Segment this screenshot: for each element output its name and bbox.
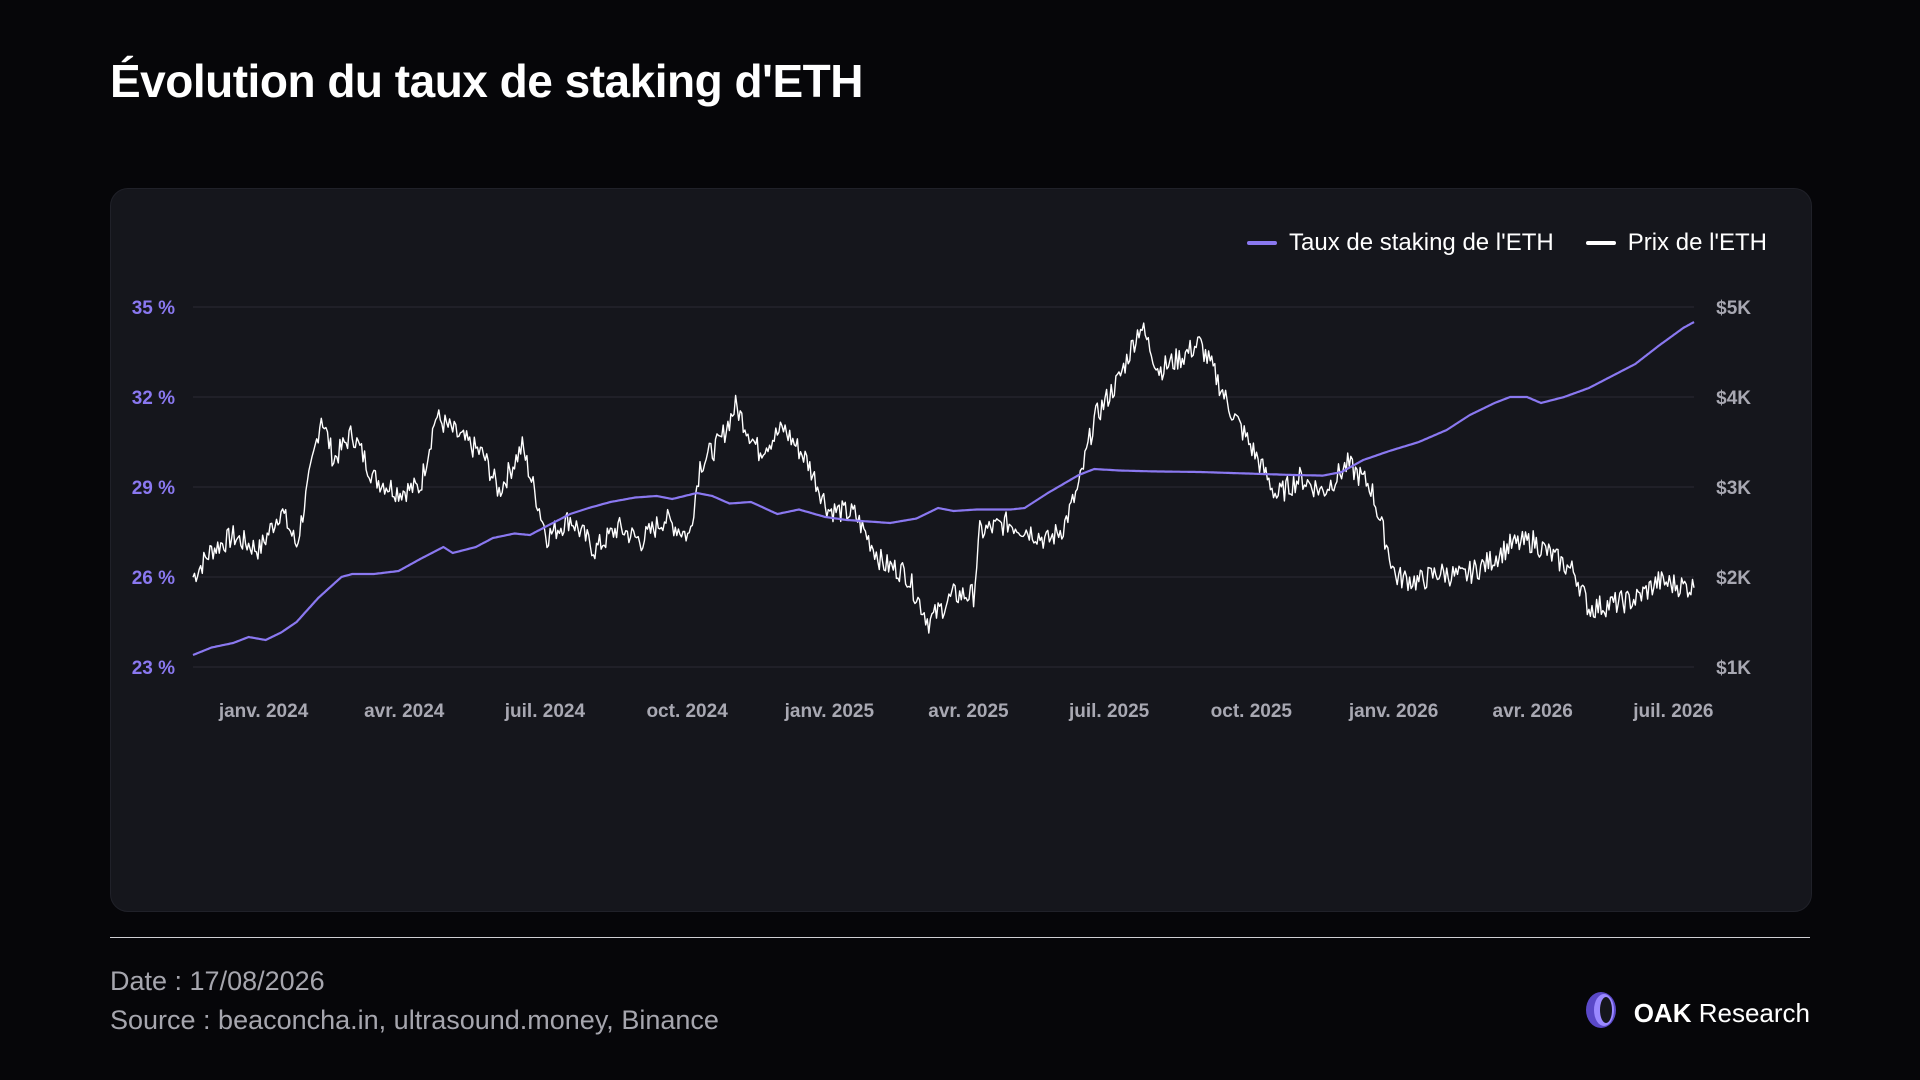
x-tick-label: janv. 2026: [1348, 701, 1438, 722]
brand-suffix: Research: [1698, 998, 1810, 1028]
legend-item-staking[interactable]: Taux de staking de l'ETH: [1247, 229, 1554, 257]
series-line-eth-price: [192, 322, 1695, 634]
series-line-staking-rate: [192, 321, 1695, 657]
x-tick-label: avr. 2025: [928, 701, 1009, 722]
footer-date: Date : 17/08/2026: [110, 966, 325, 996]
legend-swatch-price: [1585, 241, 1616, 245]
x-tick-label: janv. 2025: [784, 701, 875, 722]
legend-item-price[interactable]: Prix de l'ETH: [1585, 229, 1767, 257]
y-right-tick-label: $5K: [1716, 298, 1751, 319]
brand-logo: OAK Research: [1582, 990, 1810, 1037]
oak-logo-icon: [1582, 990, 1620, 1037]
x-tick-label: oct. 2025: [1211, 701, 1293, 722]
line-chart: 35 % 32 % 29 % 26 % 23 % $5K $4K $3K $2K $1K janv.…: [132, 298, 1752, 722]
footer-source: Source : beaconcha.in, ultrasound.money,…: [110, 1005, 719, 1035]
x-tick-label: avr. 2024: [364, 701, 445, 722]
y-left-tick-label: 32 %: [132, 388, 175, 409]
x-tick-label: janv. 2024: [218, 701, 309, 722]
y-left-tick-label: 23 %: [132, 658, 175, 679]
page-title: Évolution du taux de staking d'ETH: [110, 55, 863, 107]
legend-swatch-staking: [1247, 241, 1277, 245]
x-tick-label: juil. 2026: [1632, 701, 1713, 722]
chart-panel: Taux de staking de l'ETH Prix de l'ETH 3…: [110, 188, 1812, 912]
y-right-tick-label: $3K: [1716, 478, 1751, 499]
brand-name: OAK: [1633, 998, 1692, 1028]
y-left-tick-label: 35 %: [132, 298, 175, 319]
y-right-tick-label: $2K: [1716, 568, 1751, 589]
x-tick-label: juil. 2024: [504, 701, 586, 722]
x-tick-label: juil. 2025: [1068, 701, 1150, 722]
y-right-tick-label: $1K: [1716, 658, 1751, 679]
x-tick-label: oct. 2024: [646, 701, 728, 722]
legend-label-staking: Taux de staking de l'ETH: [1289, 229, 1554, 256]
y-right-tick-label: $4K: [1716, 388, 1751, 409]
x-tick-label: avr. 2026: [1493, 701, 1573, 722]
y-left-tick-label: 26 %: [132, 568, 175, 589]
footer-divider: [110, 937, 1810, 938]
chart-legend: Taux de staking de l'ETH Prix de l'ETH: [1247, 229, 1767, 257]
legend-label-price: Prix de l'ETH: [1627, 229, 1767, 256]
y-left-tick-label: 29 %: [132, 478, 175, 499]
